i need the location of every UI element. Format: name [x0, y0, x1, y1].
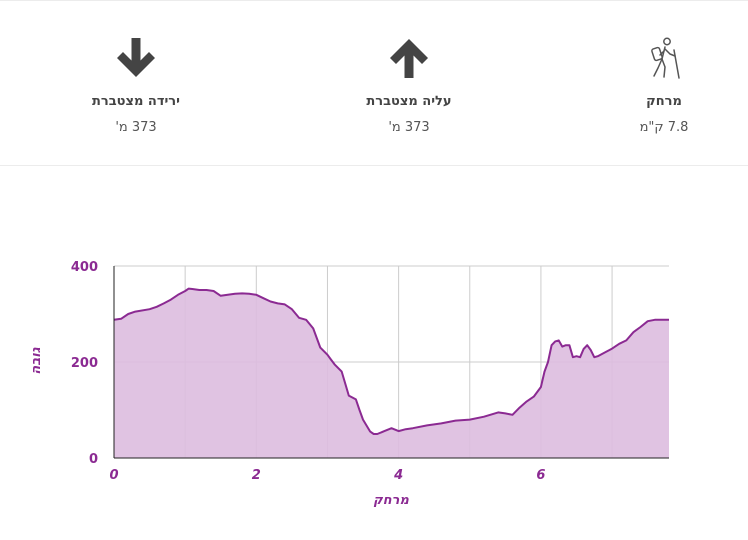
descent-stat: ירידה מצטברת 373 מ' [36, 1, 236, 167]
x-axis-label: מרחק [373, 493, 409, 508]
y-tick-label: 400 [71, 260, 98, 275]
y-tick-label: 200 [71, 356, 98, 371]
x-tick-label: 6 [536, 468, 545, 483]
y-tick-label: 0 [89, 452, 98, 467]
chart-plot [113, 287, 669, 458]
descent-label: ירידה מצטברת [92, 94, 180, 109]
ascent-stat: עליה מצטברת 373 מ' [309, 1, 509, 167]
stats-bar: מרחק 7.8 ק"מ עליה מצטברת 373 מ' ירידה מצ… [0, 0, 748, 166]
hiker-icon [651, 37, 680, 79]
distance-stat: מרחק 7.8 ק"מ [564, 1, 748, 167]
ascent-label: עליה מצטברת [366, 94, 452, 109]
descent-value: 373 מ' [115, 120, 157, 135]
arrow-up-icon [390, 39, 428, 78]
elevation-line [113, 287, 669, 435]
distance-label: מרחק [646, 94, 682, 109]
x-tick-label: 0 [109, 468, 118, 483]
x-tick-label: 4 [393, 468, 403, 483]
chart-axes [113, 266, 669, 459]
x-tick-label: 2 [252, 468, 261, 483]
elevation-chart-svg: 0 2 4 6 0 200 400 מרחק גובה [29, 260, 669, 508]
distance-value: 7.8 ק"מ [639, 120, 689, 135]
arrow-down-icon [117, 38, 155, 77]
chart-ticks: 0 2 4 6 0 200 400 [71, 260, 546, 483]
elevation-area [114, 288, 669, 458]
elevation-chart: 0 2 4 6 0 200 400 מרחק גובה [0, 240, 748, 536]
y-axis-label: גובה [29, 347, 44, 374]
ascent-value: 373 מ' [388, 120, 430, 135]
